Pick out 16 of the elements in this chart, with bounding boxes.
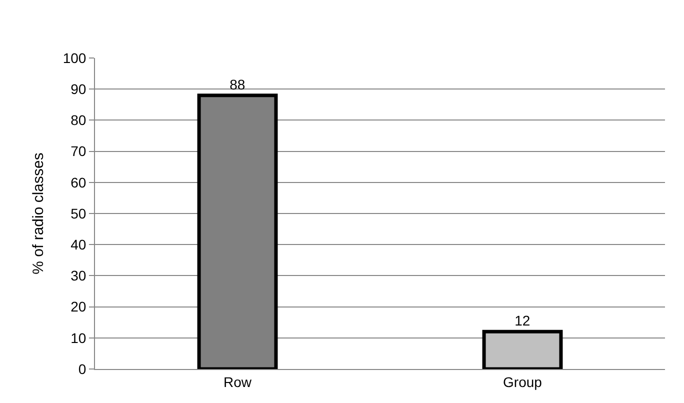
x-tick-label: Group bbox=[503, 374, 542, 390]
y-tick-label: 60 bbox=[70, 174, 86, 190]
y-tick-label: 20 bbox=[70, 298, 86, 315]
y-tick-label: 70 bbox=[70, 143, 86, 160]
y-tick-label: 30 bbox=[70, 268, 86, 284]
data-label: 12 bbox=[514, 312, 530, 329]
y-tick-label: 100 bbox=[62, 50, 86, 66]
x-tick-label: Row bbox=[223, 374, 252, 390]
y-tick-label: 40 bbox=[70, 236, 86, 252]
y-tick-label: 50 bbox=[70, 205, 86, 222]
y-tick-label: 0 bbox=[78, 360, 86, 377]
data-label: 88 bbox=[230, 76, 246, 92]
y-tick-label: 90 bbox=[70, 81, 86, 97]
y-tick-label: 80 bbox=[70, 112, 86, 128]
y-axis-title: % of radio classes bbox=[30, 152, 48, 274]
y-tick-label: 10 bbox=[70, 330, 86, 346]
